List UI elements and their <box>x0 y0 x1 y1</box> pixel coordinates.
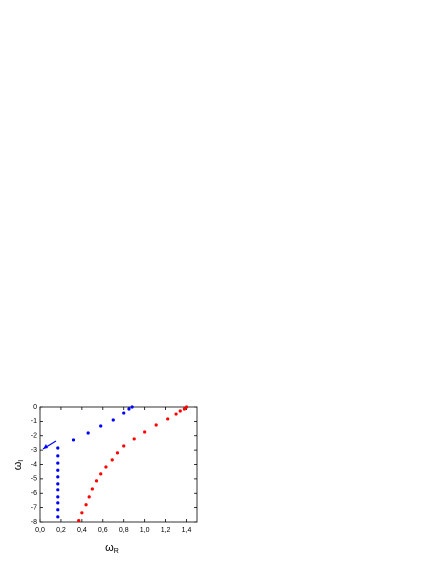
y-tick-label: -2 <box>31 433 37 440</box>
x-tick-label: 0,0 <box>35 527 45 534</box>
point <box>122 444 126 448</box>
point <box>56 501 60 505</box>
point <box>56 515 60 519</box>
x-label-main: ω <box>105 542 114 554</box>
point <box>84 503 88 507</box>
y-tick-label: -6 <box>31 490 37 497</box>
y-tick-label: -7 <box>31 504 37 511</box>
arrow-head <box>43 444 48 449</box>
point <box>77 518 81 523</box>
point <box>94 479 99 483</box>
point <box>71 438 76 442</box>
point <box>130 405 134 409</box>
x-tick-label: 1,0 <box>140 527 150 534</box>
point <box>56 446 60 450</box>
x-label-sub: R <box>114 548 119 555</box>
y-tick-label: 0 <box>33 404 37 411</box>
point <box>127 407 131 411</box>
point <box>122 411 126 415</box>
point <box>154 423 158 427</box>
point <box>56 495 60 499</box>
point <box>111 418 115 422</box>
point <box>56 482 60 486</box>
point <box>104 465 108 469</box>
point <box>87 495 91 499</box>
point <box>132 437 136 441</box>
point <box>56 475 60 479</box>
x-tick-label: 1,2 <box>161 527 171 534</box>
x-tick-label: 0,4 <box>77 527 87 534</box>
point <box>56 468 60 472</box>
point <box>143 430 147 434</box>
point <box>56 488 60 492</box>
x-tick-label: 0,8 <box>119 527 129 534</box>
point <box>184 405 189 409</box>
point <box>80 511 84 515</box>
point <box>99 472 103 476</box>
point <box>115 451 120 455</box>
point <box>99 424 103 428</box>
y-label-main: ω <box>12 461 24 470</box>
point <box>110 458 114 462</box>
point <box>56 461 60 465</box>
y-tick-label: -1 <box>31 418 37 425</box>
point <box>174 412 178 416</box>
plot-frame <box>39 406 198 523</box>
y-axis-label: ωI <box>12 460 25 471</box>
point <box>178 409 182 413</box>
y-tick-label: -5 <box>31 476 37 483</box>
y-tick-label: -3 <box>31 447 37 454</box>
y-label-sub: I <box>18 460 25 462</box>
x-tick-label: 0,6 <box>98 527 108 534</box>
y-tick-label: -4 <box>31 461 37 468</box>
x-tick-label: 1,4 <box>182 527 192 534</box>
point <box>166 417 170 421</box>
point <box>56 508 60 512</box>
point <box>90 487 94 491</box>
x-axis-label: ωR <box>105 542 119 555</box>
x-tick-label: 0,2 <box>56 527 66 534</box>
y-tick-label: -8 <box>31 519 37 526</box>
point <box>86 431 90 435</box>
point <box>182 407 187 411</box>
point <box>56 454 60 458</box>
